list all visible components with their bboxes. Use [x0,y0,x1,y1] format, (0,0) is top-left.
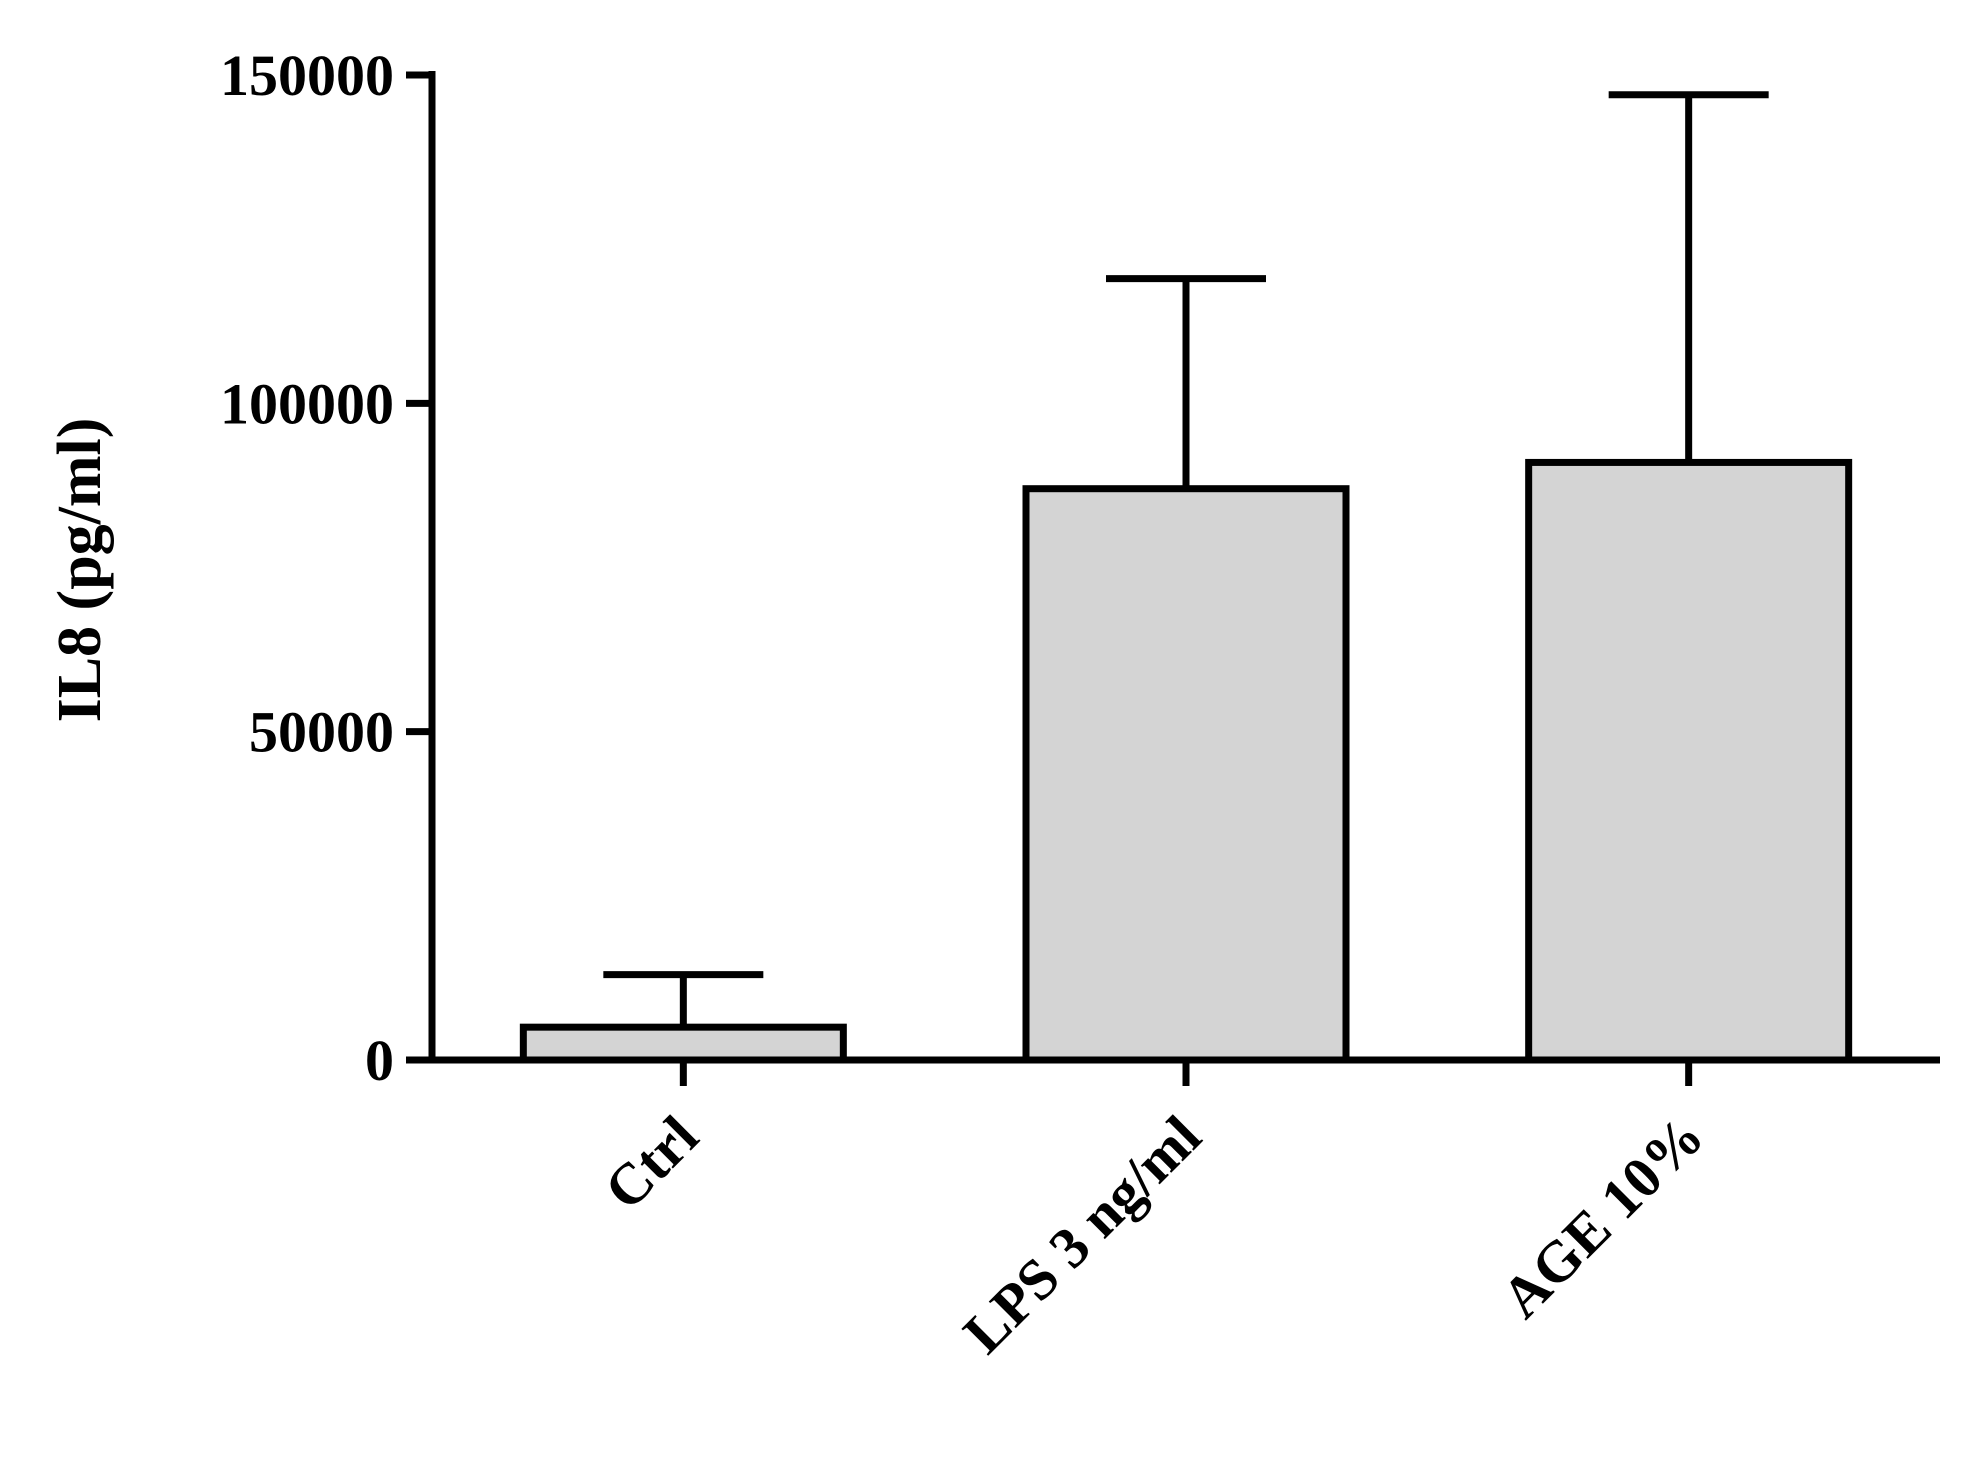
x-tick-label-ctrl: Ctrl [592,1103,711,1222]
y-tick-label-100000: 100000 [220,371,394,436]
y-tick-label-150000: 150000 [220,43,394,108]
axes-layer [406,71,1940,1086]
bar-lps-3-ng-ml [1022,485,1350,1064]
labels-layer: Ctrl LPS 3 ng/ml AGE 10% 0 50000 100000 150000 [220,43,1716,1366]
bar-age-10 [1525,458,1853,1064]
error-bars-layer [603,91,1769,1028]
y-tick-label-50000: 50000 [249,700,394,765]
y-axis-title: IL8 (pg/ml) [46,418,114,723]
x-tick-label-lps-3-ng-ml: LPS 3 ng/ml [951,1103,1213,1365]
bars-layer [519,458,1853,1064]
y-tick-label-0: 0 [365,1028,394,1093]
bar-ctrl [519,1023,847,1064]
x-tick-label-age-10: AGE 10% [1489,1103,1716,1330]
